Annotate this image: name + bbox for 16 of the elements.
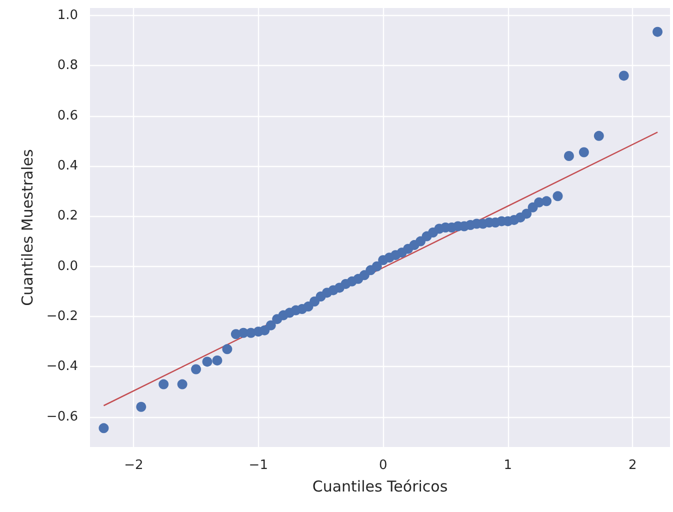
- y-tick-label: 0.2: [57, 208, 78, 224]
- y-tick-label: −0.6: [46, 409, 78, 424]
- y-tick-label: 0.4: [57, 158, 78, 174]
- x-tick-label: 0: [378, 458, 388, 473]
- y-tick-label: −0.2: [46, 309, 78, 324]
- x-tick-label: 1: [504, 458, 512, 473]
- x-tick-label: −1: [248, 458, 268, 473]
- y-tick-label: 0.6: [57, 108, 78, 124]
- x-tick-label: −2: [124, 458, 144, 473]
- y-tick-label: 0.8: [57, 58, 78, 74]
- x-tick-label: 2: [628, 458, 637, 473]
- y-tick-label: −0.4: [46, 359, 78, 374]
- x-axis-title: Cuantiles Teóricos: [312, 478, 448, 496]
- y-tick-label: 1.0: [57, 8, 78, 24]
- y-axis-title: Cuantiles Muestrales: [18, 148, 36, 306]
- y-tick-label: 0.0: [57, 258, 78, 274]
